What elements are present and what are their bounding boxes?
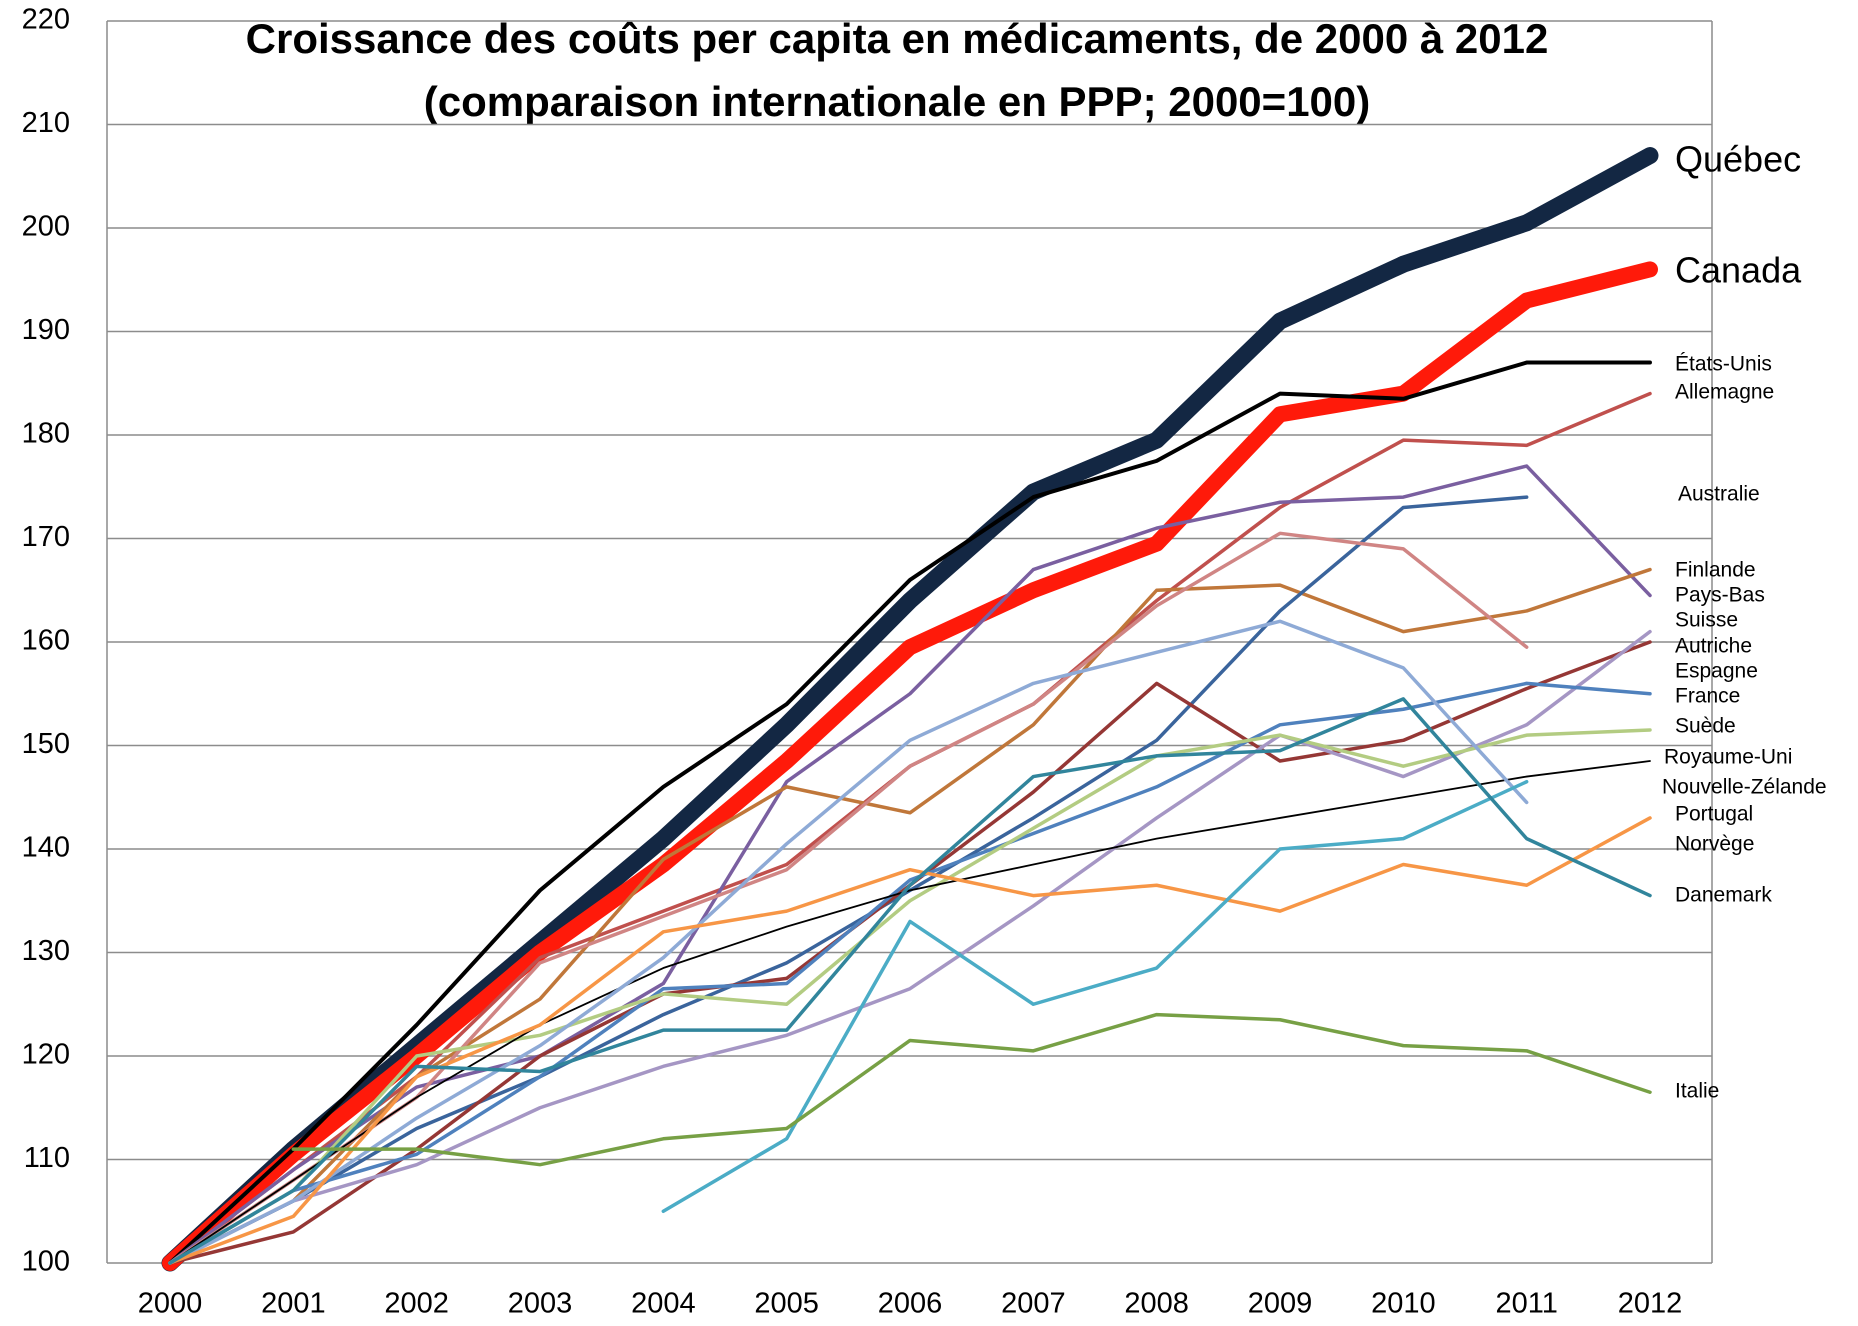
series-label: Canada — [1675, 250, 1802, 291]
series-line — [168, 728, 1652, 1265]
series-line — [168, 464, 1652, 1265]
series-label: Allemagne — [1675, 381, 1774, 404]
series-line — [168, 619, 1529, 1265]
chart-subtitle: (comparaison internationale en PPP; 2000… — [424, 78, 1371, 125]
series-label: Suède — [1675, 715, 1736, 738]
y-tick-label: 190 — [22, 314, 70, 346]
series-label: Québec — [1675, 139, 1801, 180]
series-label: Italie — [1675, 1080, 1719, 1103]
x-tick-label: 2010 — [1371, 1288, 1436, 1320]
y-tick-label: 200 — [22, 211, 70, 243]
x-tick-label: 2004 — [631, 1288, 696, 1320]
y-tick-label: 210 — [22, 107, 70, 139]
y-tick-label: 150 — [22, 728, 70, 760]
y-tick-label: 120 — [22, 1039, 70, 1071]
x-tick-label: 2007 — [1001, 1288, 1066, 1320]
chart-title: Croissance des coûts per capita en médic… — [246, 15, 1549, 62]
series-line — [168, 697, 1652, 1265]
series-line — [168, 681, 1652, 1265]
series-line — [291, 1012, 1652, 1167]
x-tick-label: 2011 — [1495, 1288, 1557, 1320]
x-tick-label: 2001 — [261, 1288, 326, 1320]
x-tick-label: 2005 — [754, 1288, 819, 1320]
y-tick-label: 180 — [22, 418, 70, 450]
y-tick-label: 140 — [22, 832, 70, 864]
series-label: Autriche — [1675, 635, 1752, 658]
series-line — [168, 360, 1652, 1265]
x-tick-label: 2002 — [384, 1288, 449, 1320]
series-line — [168, 629, 1652, 1265]
x-tick-label: 2012 — [1618, 1288, 1683, 1320]
x-tick-label: 2008 — [1124, 1288, 1189, 1320]
series-label: Nouvelle-Zélande — [1662, 776, 1827, 799]
series-line — [169, 760, 1651, 1264]
y-tick-label: 220 — [22, 4, 70, 36]
y-tick-label: 100 — [22, 1246, 70, 1278]
x-tick-label: 2000 — [138, 1288, 203, 1320]
series-label: Royaume-Uni — [1664, 746, 1792, 769]
series-label: Australie — [1678, 483, 1760, 506]
series-label: Espagne — [1675, 660, 1758, 683]
series-line — [661, 779, 1529, 1213]
series-line — [168, 495, 1529, 1265]
series-label: États-Unis — [1675, 353, 1772, 376]
series-label: Danemark — [1675, 884, 1772, 907]
series-line — [168, 816, 1652, 1265]
x-tick-label: 2003 — [508, 1288, 573, 1320]
series-label: France — [1675, 685, 1740, 708]
series-label: Pays-Bas — [1675, 584, 1765, 607]
series-label: Norvège — [1675, 833, 1754, 856]
y-tick-label: 130 — [22, 935, 70, 967]
y-tick-label: 160 — [22, 625, 70, 657]
x-tick-label: 2009 — [1248, 1288, 1313, 1320]
series-label: Finlande — [1675, 559, 1756, 582]
series-label: Suisse — [1675, 609, 1738, 632]
y-tick-label: 110 — [24, 1142, 70, 1174]
x-tick-label: 2006 — [878, 1288, 943, 1320]
y-tick-label: 170 — [22, 521, 70, 553]
series-label: Portugal — [1675, 803, 1753, 826]
